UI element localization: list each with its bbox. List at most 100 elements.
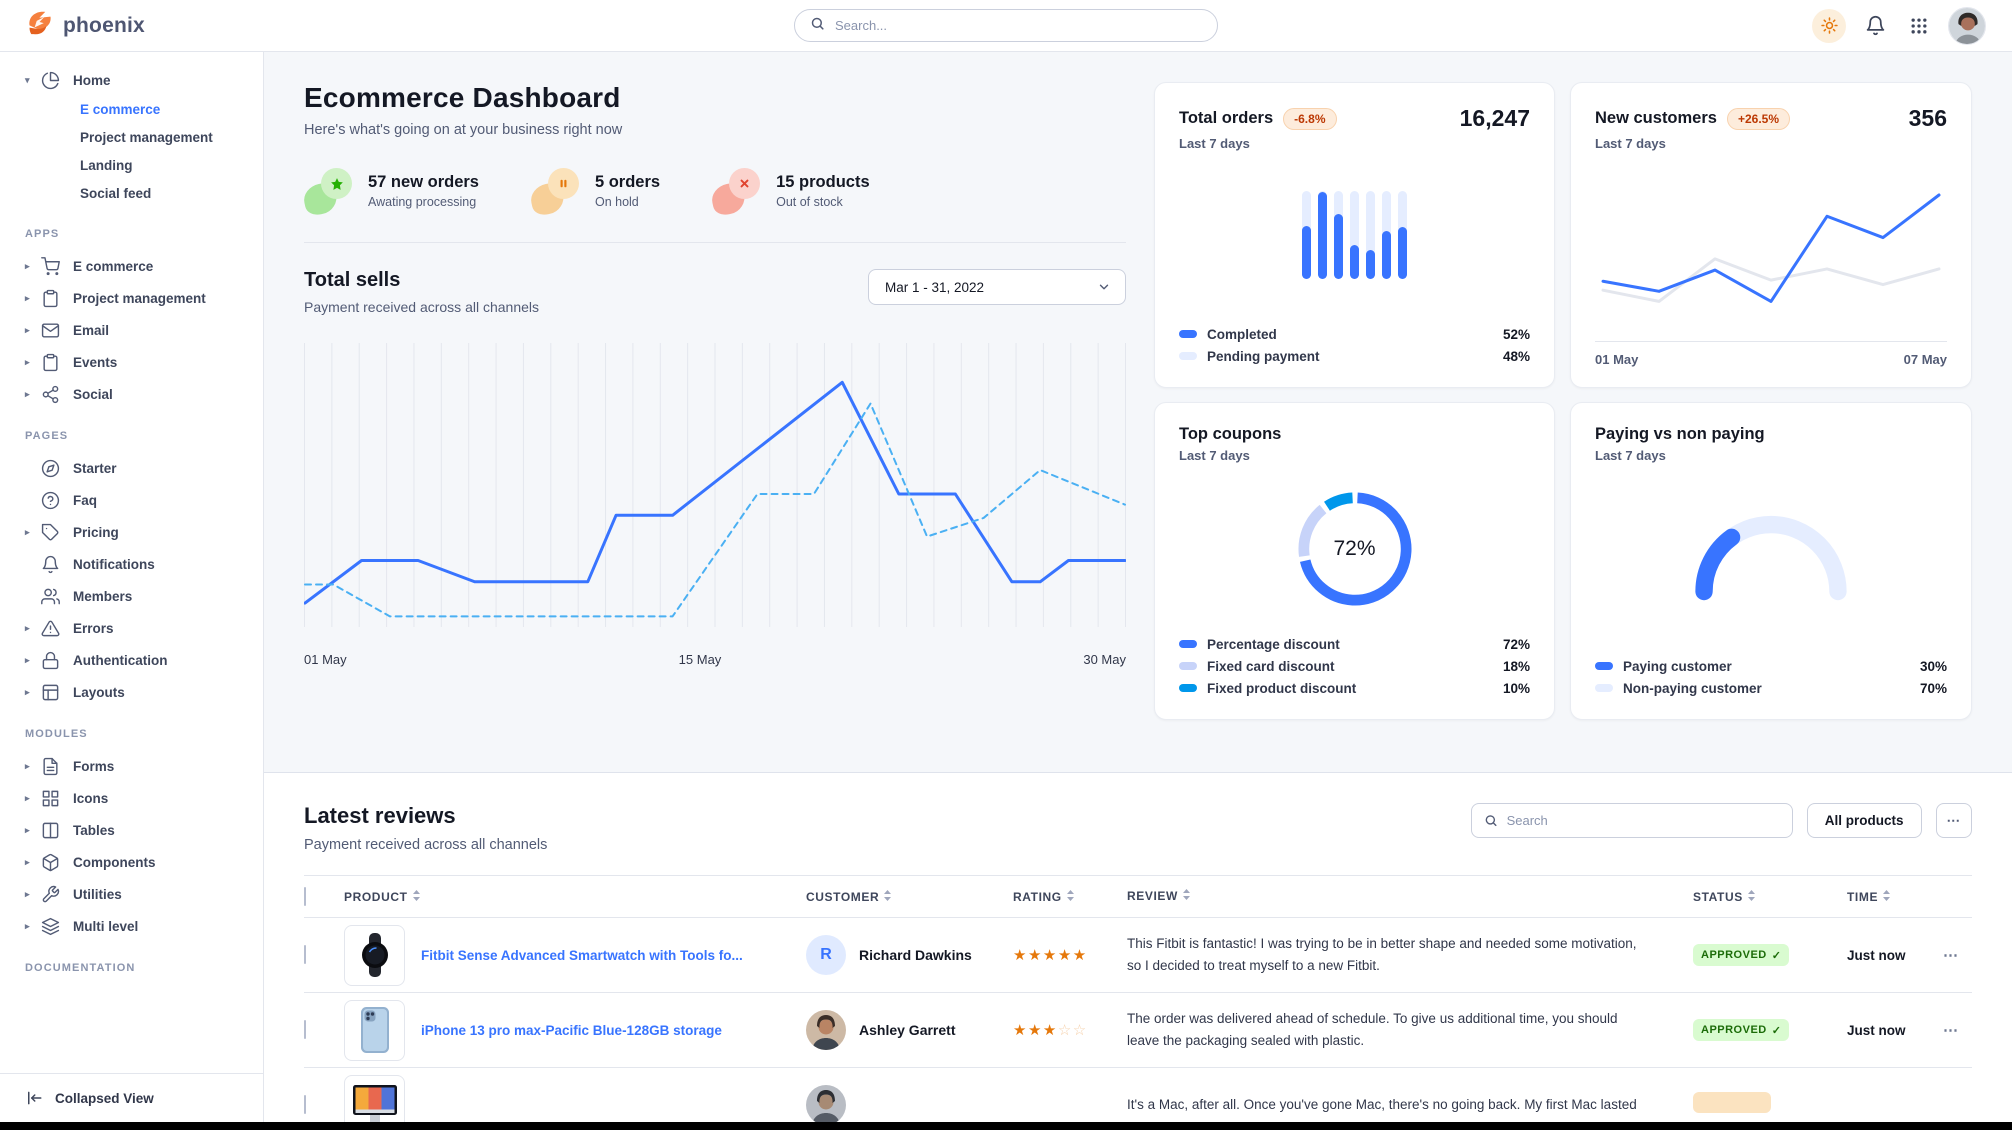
sidebar-item-pricing[interactable]: ▸ Pricing — [0, 516, 263, 548]
column-header-label: REVIEW — [1127, 888, 1178, 903]
apps-grid-button[interactable] — [1904, 11, 1934, 41]
customer-cell[interactable]: Ashley Garrett — [806, 1010, 1013, 1050]
product-cell: iPhone 13 pro max-Pacific Blue-128GB sto… — [344, 999, 806, 1061]
sidebar-item-faq[interactable]: Faq — [0, 484, 263, 516]
order-bar-fill — [1302, 226, 1311, 279]
sidebar-subitem-e-commerce[interactable]: E commerce — [80, 102, 161, 117]
all-products-button[interactable]: All products — [1806, 803, 1922, 838]
sidebar-subitem-social-feed[interactable]: Social feed — [80, 186, 152, 201]
user-avatar[interactable] — [1948, 6, 1986, 45]
reviews-more-button[interactable]: ⋯ — [1935, 803, 1972, 838]
order-bar — [1382, 191, 1391, 279]
sidebar-item-home[interactable]: ▾ Home — [0, 64, 263, 96]
customer-cell[interactable] — [806, 1085, 1013, 1125]
time-cell: Just now — [1847, 1022, 1906, 1038]
collapse-view-button[interactable]: Collapsed View — [0, 1073, 263, 1120]
status-badge: APPROVED ✓ — [1693, 1019, 1790, 1041]
column-header-label: RATING — [1013, 889, 1062, 904]
avatar — [806, 1085, 846, 1125]
legend-value: 48% — [1502, 348, 1530, 364]
legend-item-paying-customer: Paying customer 30% — [1595, 655, 1947, 677]
stat-on-hold: 5 orders On hold — [528, 168, 660, 218]
sidebar-item-icons[interactable]: ▸ Icons — [0, 782, 263, 814]
order-bar — [1318, 191, 1327, 279]
theme-toggle-button[interactable] — [1812, 8, 1846, 43]
sidebar-item-label: Layouts — [73, 684, 125, 700]
row-checkbox[interactable] — [304, 1095, 306, 1114]
total-sells-title: Total sells — [304, 269, 401, 291]
brand[interactable]: phoenix — [26, 9, 145, 42]
reviews-search[interactable] — [1470, 803, 1793, 838]
sidebar-item-members[interactable]: Members — [0, 580, 263, 612]
sidebar-subitem-landing[interactable]: Landing — [80, 158, 133, 173]
chevron-right-icon: ▸ — [25, 760, 30, 771]
cart-icon — [41, 256, 61, 276]
chevron-right-icon: ▸ — [25, 292, 30, 303]
card-title: Top coupons — [1179, 425, 1282, 443]
stat-text: 15 products Out of stock — [776, 173, 870, 209]
date-range-select[interactable]: Mar 1 - 31, 2022 — [868, 269, 1126, 305]
stars-filled: ★★★ — [1013, 1022, 1058, 1039]
sidebar-subitem-project-management[interactable]: Project management — [80, 130, 213, 145]
sidebar-item-authentication[interactable]: ▸ Authentication — [0, 644, 263, 676]
column-header-time[interactable]: TIME — [1847, 889, 1943, 904]
reviews-search-input[interactable] — [1506, 813, 1780, 828]
phoenix-logo-icon — [26, 9, 54, 42]
star-icon — [321, 168, 352, 199]
row-checkbox[interactable] — [304, 1020, 306, 1039]
row-checkbox[interactable] — [304, 945, 306, 964]
sidebar-item-notifications[interactable]: Notifications — [0, 548, 263, 580]
stat-value: 15 products — [776, 173, 870, 191]
row-menu-button[interactable]: ⋯ — [1943, 1022, 1958, 1039]
product-link[interactable]: Fitbit Sense Advanced Smartwatch with To… — [421, 947, 743, 963]
sidebar-item-components[interactable]: ▸ Components — [0, 846, 263, 878]
sidebar-item-utilities[interactable]: ▸ Utilities — [0, 878, 263, 910]
sidebar-item-email[interactable]: ▸ Email — [0, 314, 263, 346]
review-text: It's a Mac, after all. Once you've gone … — [1127, 1097, 1637, 1113]
global-search-input[interactable] — [835, 18, 1202, 33]
sidebar-item-social[interactable]: ▸ Social — [0, 378, 263, 410]
sidebar-item-events[interactable]: ▸ Events — [0, 346, 263, 378]
legend-label: Pending payment — [1207, 348, 1320, 364]
column-header-status[interactable]: STATUS — [1693, 889, 1847, 904]
pie-chart-icon — [41, 70, 61, 90]
product-link[interactable]: iPhone 13 pro max-Pacific Blue-128GB sto… — [421, 1022, 722, 1038]
sidebar-item-errors[interactable]: ▸ Errors — [0, 612, 263, 644]
legend-item-percentage-discount: Percentage discount 72% — [1179, 633, 1530, 655]
column-header-customer[interactable]: CUSTOMER — [806, 889, 1013, 904]
x-tick: 01 May — [304, 652, 347, 667]
status-badge — [1693, 1092, 1771, 1113]
global-search[interactable] — [794, 9, 1218, 42]
status-badge: APPROVED ✓ — [1693, 944, 1790, 966]
sidebar-item-e-commerce[interactable]: ▸ E commerce — [0, 250, 263, 282]
table-row: Fitbit Sense Advanced Smartwatch with To… — [304, 917, 1972, 992]
search-icon — [1485, 815, 1497, 827]
column-header-rating[interactable]: RATING — [1013, 889, 1127, 904]
review-text: The order was delivered ahead of schedul… — [1127, 1011, 1618, 1048]
sidebar-item-starter[interactable]: Starter — [0, 452, 263, 484]
sidebar-item-label: Icons — [73, 790, 109, 806]
sidebar-item-label: Starter — [73, 460, 117, 476]
delta-badge: +26.5% — [1726, 107, 1791, 130]
order-bar — [1398, 191, 1407, 279]
customer-cell[interactable]: R Richard Dawkins — [806, 935, 1013, 975]
chevron-right-icon: ▸ — [25, 654, 30, 665]
sidebar-item-tables[interactable]: ▸ Tables — [0, 814, 263, 846]
column-header-review[interactable]: REVIEW — [1127, 887, 1693, 906]
row-menu-button[interactable]: ⋯ — [1943, 947, 1958, 964]
legend-item-fixed-card-discount: Fixed card discount 18% — [1179, 655, 1530, 677]
sidebar-item-project-management[interactable]: ▸ Project management — [0, 282, 263, 314]
sidebar-item-label: Email — [73, 322, 110, 338]
order-bar — [1302, 191, 1311, 279]
legend-value: 70% — [1919, 680, 1947, 696]
notifications-button[interactable] — [1860, 11, 1890, 41]
pause-icon — [547, 168, 579, 199]
chevron-down-icon — [1099, 284, 1109, 290]
chevron-right-icon: ▸ — [25, 388, 30, 399]
column-header-product[interactable]: PRODUCT — [344, 889, 806, 904]
chevron-right-icon: ▸ — [25, 526, 30, 537]
select-all-checkbox[interactable] — [304, 886, 306, 906]
sidebar-item-multi-level[interactable]: ▸ Multi level — [0, 910, 263, 942]
sidebar-item-layouts[interactable]: ▸ Layouts — [0, 676, 263, 708]
sidebar-item-forms[interactable]: ▸ Forms — [0, 750, 263, 782]
